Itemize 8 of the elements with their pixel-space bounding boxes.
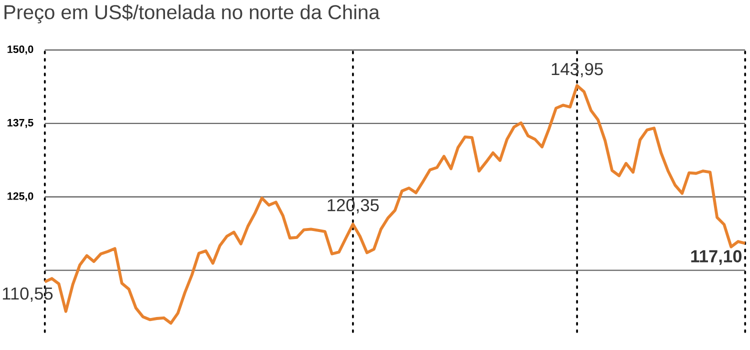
y-tick-label: 137,5 [8,118,34,128]
annotation: 120,35 [328,199,379,214]
y-tick-label: 125,0 [8,192,34,202]
annotation: 117,10 [691,250,742,265]
annotation: 110,55 [2,287,53,302]
annotation: 143,95 [552,62,603,78]
chart-title: Preço em US$/tonelada no norte da China [4,4,380,24]
y-tick-label: 150,0 [8,45,34,55]
